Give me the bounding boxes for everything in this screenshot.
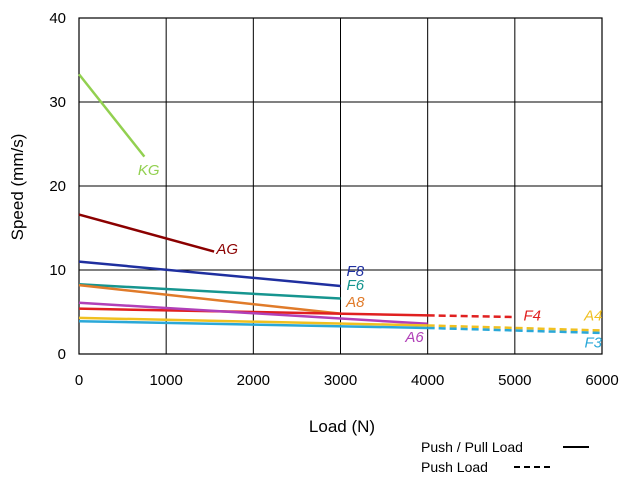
series-line: [78, 260, 341, 288]
series-line: [78, 213, 215, 253]
x-tick-label: 5000: [498, 372, 531, 389]
grid: [78, 17, 603, 355]
series-label: AG: [215, 241, 238, 258]
legend-label-dashed: Push Load: [421, 459, 488, 475]
series-label: F6: [347, 277, 365, 294]
series-label: F4: [524, 307, 542, 324]
y-tick-label: 0: [58, 346, 66, 363]
y-tick-label: 40: [49, 10, 66, 27]
y-tick-label: 30: [49, 94, 66, 111]
x-tick-label: 3000: [324, 372, 357, 389]
series-line: [427, 326, 603, 335]
x-tick-label: 1000: [149, 372, 182, 389]
y-tick-label: 10: [49, 262, 66, 279]
y-axis-label: Speed (mm/s): [8, 134, 27, 241]
x-tick-label: 0: [75, 372, 83, 389]
series-label: A8: [345, 294, 365, 311]
series-line: [78, 319, 428, 330]
series-line: [78, 283, 341, 315]
series-label: A6: [404, 329, 424, 346]
y-tick-label: 20: [49, 178, 66, 195]
series-label: F8: [347, 263, 365, 280]
x-tick-label: 2000: [237, 372, 270, 389]
legend: Push / Pull Load Push Load: [421, 439, 589, 475]
series-line: [427, 314, 515, 319]
series-label: KG: [138, 162, 160, 179]
x-tick-label: 4000: [411, 372, 444, 389]
series-line: [78, 73, 146, 158]
series-lines: [78, 73, 603, 335]
series-line: [78, 307, 428, 317]
series-line: [78, 301, 428, 326]
series-line: [78, 283, 341, 300]
legend-label-solid: Push / Pull Load: [421, 439, 523, 455]
series-line: [427, 324, 603, 332]
plot-border: [78, 17, 603, 355]
x-axis-label: Load (N): [309, 417, 375, 436]
series-line: [78, 316, 428, 327]
series-label: A4: [583, 307, 602, 324]
series-label: F3: [585, 334, 603, 351]
x-tick-label: 6000: [585, 372, 618, 389]
tick-labels: 0 1000 2000 3000 4000 5000 6000 0 10 20 30 40: [49, 10, 618, 389]
